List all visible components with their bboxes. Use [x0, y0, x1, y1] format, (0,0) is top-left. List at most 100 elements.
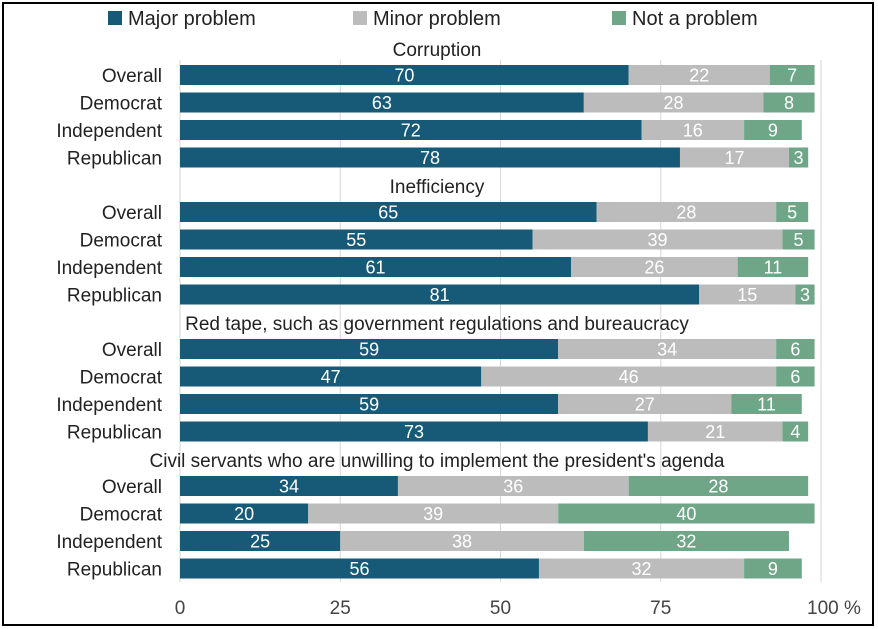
bar-value-label-3-3-1: 32 — [632, 559, 652, 579]
row-label-0-2: Independent — [56, 121, 162, 142]
x-axis: 0 25 50 75 100 % — [175, 598, 861, 619]
bar-value-label-2-0-0: 59 — [359, 340, 379, 360]
group-title-3: Civil servants who are unwilling to impl… — [150, 451, 725, 472]
bar-segment-1-1-0 — [180, 229, 533, 250]
bar-segment-0-2-2 — [744, 120, 802, 140]
bar-segment-1-3-2 — [795, 284, 815, 305]
bar-segment-2-2-1 — [558, 394, 732, 414]
bar-value-label-2-1-1: 46 — [619, 367, 639, 387]
group-title-0: Corruption — [393, 40, 482, 61]
legend-swatch-2 — [612, 11, 626, 25]
bar-value-label-3-1-0: 20 — [234, 504, 254, 524]
row-label-3-2: Independent — [56, 532, 162, 553]
bar-segment-3-1-0 — [180, 503, 309, 524]
bar-segment-3-2-0 — [180, 531, 341, 551]
bar-value-label-3-0-2: 28 — [708, 477, 728, 497]
bar-value-label-2-1-2: 6 — [790, 367, 800, 387]
bar-segment-2-1-0 — [180, 366, 482, 387]
legend-label-2: Not a problem — [632, 8, 758, 30]
bar-segment-3-1-1 — [308, 503, 559, 524]
row-label-0-3: Republican — [67, 149, 162, 170]
bar-segment-2-1-2 — [776, 366, 815, 387]
bar-value-label-3-2-0: 25 — [250, 532, 270, 552]
bar-value-label-2-0-2: 6 — [790, 340, 800, 360]
bar-segment-1-2-2 — [737, 257, 809, 277]
bar-value-label-2-3-2: 4 — [790, 422, 800, 442]
legend-label-0: Major problem — [128, 8, 256, 30]
bar-value-label-1-0-1: 28 — [676, 203, 696, 223]
bar-value-label-1-2-2: 11 — [764, 258, 783, 278]
bar-segment-1-1-1 — [532, 229, 783, 250]
row-label-1-0: Overall — [102, 203, 162, 224]
bar-value-label-3-3-0: 56 — [349, 559, 369, 579]
bar-segment-1-0-1 — [596, 202, 777, 222]
bar-segment-3-1-2 — [558, 503, 815, 524]
bar-segment-0-2-1 — [641, 120, 745, 140]
x-tick-label-100: 100 % — [807, 598, 861, 619]
bar-segment-0-1-1 — [583, 92, 764, 113]
bar-segment-3-3-0 — [180, 558, 539, 579]
row-label-1-2: Independent — [56, 258, 162, 279]
bar-segment-0-1-2 — [763, 92, 815, 113]
row-label-2-1: Democrat — [80, 368, 163, 389]
group-titles: Corruption Inefficiency Red tape, such as … — [150, 40, 725, 472]
legend-swatch-0 — [108, 11, 122, 25]
bar-segment-0-2-0 — [180, 120, 642, 140]
bar-segment-2-1-1 — [481, 366, 777, 387]
bar-segment-2-3-2 — [782, 421, 809, 442]
row-label-3-3: Republican — [67, 560, 162, 581]
bar-value-label-1-2-1: 26 — [644, 258, 664, 278]
bar-value-label-1-2-0: 61 — [365, 258, 385, 278]
bar-value-label-3-2-2: 32 — [676, 532, 696, 552]
bar-segment-2-2-0 — [180, 394, 559, 414]
bar-value-label-3-0-1: 36 — [503, 477, 523, 497]
bar-segment-1-0-0 — [180, 202, 597, 222]
bar-value-label-2-3-1: 21 — [705, 422, 725, 442]
bar-value-label-1-0-0: 65 — [378, 203, 398, 223]
bar-segment-2-0-0 — [180, 339, 559, 359]
x-tick-label-50: 50 — [490, 598, 511, 619]
bar-segment-0-0-0 — [180, 65, 629, 85]
bar-value-label-0-2-2: 9 — [768, 121, 778, 141]
bar-segment-3-0-1 — [397, 476, 629, 496]
row-label-0-1: Democrat — [80, 94, 163, 115]
bar-segment-3-3-1 — [538, 558, 745, 579]
row-label-0-0: Overall — [102, 66, 162, 87]
x-tick-label-75: 75 — [650, 598, 671, 619]
group-title-1: Inefficiency — [390, 177, 485, 198]
legend-swatch-1 — [353, 11, 367, 25]
row-label-3-0: Overall — [102, 477, 162, 498]
bar-segment-3-0-0 — [180, 476, 398, 496]
bar-value-label-3-1-2: 40 — [676, 504, 696, 524]
bar-value-label-2-3-0: 73 — [404, 422, 424, 442]
bar-value-label-0-1-2: 8 — [784, 93, 794, 113]
bar-value-label-0-0-2: 7 — [787, 66, 797, 86]
x-tick-label-0: 0 — [175, 598, 186, 619]
legend: Major problem Minor problem Not a problem — [108, 8, 758, 30]
bar-value-label-1-1-1: 39 — [648, 230, 668, 250]
bar-value-label-3-1-1: 39 — [423, 504, 443, 524]
bar-value-label-1-3-1: 15 — [737, 285, 757, 305]
bar-value-label-3-3-2: 9 — [768, 559, 778, 579]
bar-value-label-2-2-0: 59 — [359, 395, 379, 415]
x-tick-label-25: 25 — [330, 598, 351, 619]
row-label-2-0: Overall — [102, 340, 162, 361]
row-label-1-3: Republican — [67, 286, 162, 307]
bar-segment-1-3-1 — [699, 284, 796, 305]
bar-segment-1-3-0 — [180, 284, 700, 305]
bar-segment-0-0-2 — [769, 65, 815, 85]
bar-value-label-0-0-0: 70 — [394, 66, 414, 86]
row-label-2-3: Republican — [67, 423, 162, 444]
bar-value-label-0-0-1: 22 — [689, 66, 709, 86]
bar-value-label-1-3-2: 3 — [800, 285, 810, 305]
bar-value-label-0-1-1: 28 — [664, 93, 684, 113]
bars — [180, 65, 815, 579]
bar-segment-3-2-2 — [583, 531, 789, 551]
row-labels: Overall Democrat Independent Republican Over… — [56, 66, 162, 581]
bar-value-label-0-3-0: 78 — [420, 148, 440, 168]
bar-value-label-0-3-1: 17 — [724, 148, 744, 168]
bar-segment-2-0-1 — [558, 339, 777, 359]
row-label-1-1: Democrat — [80, 231, 163, 252]
